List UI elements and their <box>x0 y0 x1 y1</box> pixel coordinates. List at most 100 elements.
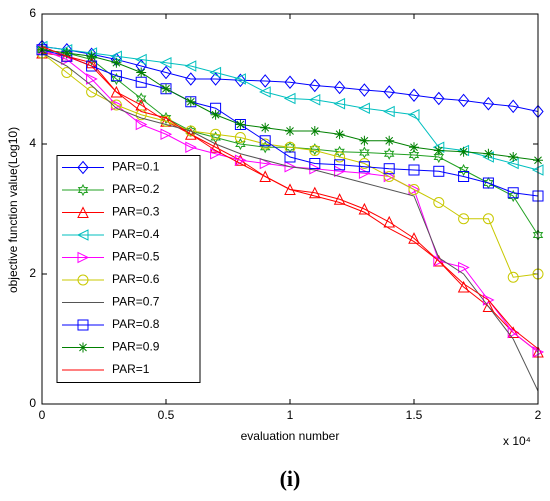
marker <box>408 148 420 162</box>
x-tick-label: 0.5 <box>158 408 175 422</box>
marker <box>160 111 172 125</box>
marker <box>383 85 395 99</box>
marker <box>77 160 89 175</box>
marker <box>61 67 73 78</box>
marker <box>383 215 396 228</box>
y-axis-label: objective function value(Log10) <box>6 127 20 293</box>
marker <box>235 119 246 130</box>
marker <box>358 167 371 180</box>
marker <box>308 186 321 199</box>
marker <box>259 74 271 88</box>
marker <box>458 146 469 157</box>
marker <box>284 75 296 90</box>
marker <box>433 150 445 164</box>
marker <box>432 254 445 267</box>
marker <box>457 280 470 293</box>
marker <box>408 184 420 195</box>
marker <box>234 154 247 167</box>
marker <box>260 122 271 133</box>
marker <box>482 300 495 312</box>
marker <box>284 151 296 163</box>
legend: PAR=0.1 PAR=0.2 PAR=0.3 PAR=0.4 PAR=0.5 PAR=0… <box>56 155 201 383</box>
marker <box>458 213 470 225</box>
marker <box>185 72 197 86</box>
marker <box>383 171 395 182</box>
marker <box>358 102 370 115</box>
marker <box>110 99 122 111</box>
marker <box>135 92 147 105</box>
marker <box>358 161 370 173</box>
marker <box>507 326 520 338</box>
marker <box>76 229 89 241</box>
marker <box>458 261 470 274</box>
marker <box>111 57 122 68</box>
x-tick-label: 1.5 <box>406 408 423 422</box>
series-line <box>41 46 539 171</box>
marker <box>384 135 395 146</box>
marker <box>234 132 246 143</box>
marker <box>210 147 222 160</box>
legend-label: PAR=0.3 <box>112 205 160 219</box>
marker <box>383 147 395 160</box>
series-line <box>41 49 539 197</box>
marker <box>333 193 346 205</box>
marker <box>309 78 321 93</box>
series-line <box>41 46 539 350</box>
marker <box>334 129 345 140</box>
marker <box>135 118 148 131</box>
marker <box>85 56 98 69</box>
marker <box>433 91 445 106</box>
legend-label: PAR=0.6 <box>112 272 160 286</box>
marker <box>110 85 123 98</box>
marker <box>309 126 320 136</box>
y-tick-label: 6 <box>29 6 36 20</box>
marker <box>86 73 98 85</box>
marker <box>135 109 147 121</box>
marker <box>508 152 519 162</box>
marker <box>159 56 172 69</box>
marker <box>334 159 346 171</box>
x-tick-label: 0 <box>39 408 46 422</box>
marker <box>458 171 470 182</box>
marker <box>408 232 420 244</box>
marker <box>77 251 90 264</box>
legend-label: PAR=0.8 <box>112 317 160 331</box>
marker <box>309 143 321 156</box>
series-line <box>41 46 539 112</box>
marker <box>209 66 222 79</box>
series-line <box>41 52 539 392</box>
x-axis-label: evaluation number <box>241 429 340 443</box>
marker <box>77 274 89 286</box>
legend-label: PAR=0.1 <box>112 160 160 174</box>
marker <box>507 187 519 199</box>
y-tick-label: 2 <box>29 266 36 280</box>
marker <box>482 177 494 189</box>
marker <box>284 183 296 195</box>
marker <box>309 145 321 156</box>
marker <box>136 67 147 78</box>
marker <box>161 83 171 94</box>
x-tick-label: 2 <box>535 408 542 422</box>
marker <box>259 170 272 182</box>
marker <box>358 83 371 97</box>
marker <box>210 128 222 140</box>
marker <box>407 108 420 121</box>
marker <box>259 135 271 147</box>
y-tick-label: 4 <box>29 136 36 150</box>
marker <box>308 93 321 106</box>
marker <box>285 126 295 136</box>
marker <box>234 73 246 85</box>
marker <box>383 105 395 118</box>
marker <box>309 158 321 169</box>
legend-label: PAR=0.7 <box>112 295 160 309</box>
marker <box>135 53 147 66</box>
marker <box>482 96 495 111</box>
marker <box>433 145 444 156</box>
marker <box>283 92 296 105</box>
marker <box>433 165 445 177</box>
marker <box>185 96 196 107</box>
caption: (i) <box>280 466 301 491</box>
marker <box>77 206 89 218</box>
marker <box>359 146 370 159</box>
